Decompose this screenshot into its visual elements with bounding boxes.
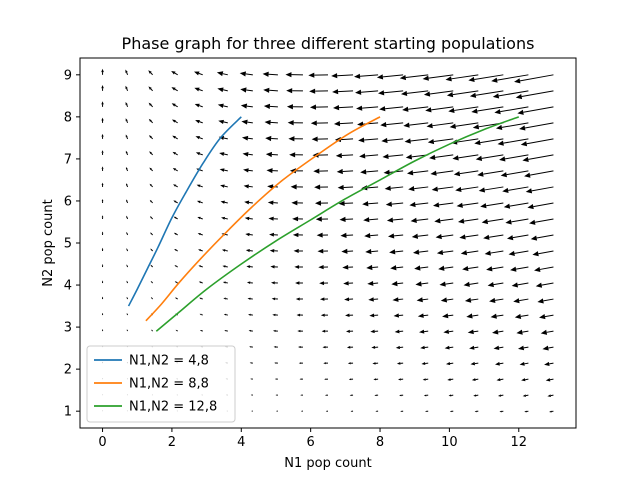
x-axis-label: N1 pop count bbox=[284, 456, 371, 471]
x-tick-label: 4 bbox=[237, 435, 245, 450]
chart-title: Phase graph for three different starting… bbox=[122, 34, 535, 53]
y-tick-label: 1 bbox=[64, 405, 72, 420]
y-tick-label: 5 bbox=[64, 237, 72, 252]
x-tick-label: 12 bbox=[510, 435, 527, 450]
y-tick-label: 4 bbox=[64, 279, 72, 294]
y-tick-label: 7 bbox=[64, 152, 72, 167]
legend-label: N1,N2 = 12,8 bbox=[129, 400, 217, 415]
legend-label: N1,N2 = 4,8 bbox=[129, 354, 209, 369]
x-tick-label: 6 bbox=[307, 435, 315, 450]
y-tick-label: 9 bbox=[64, 68, 72, 83]
x-tick-label: 0 bbox=[98, 435, 106, 450]
x-tick-label: 10 bbox=[441, 435, 458, 450]
x-tick-label: 2 bbox=[168, 435, 176, 450]
x-tick-label: 8 bbox=[376, 435, 384, 450]
y-tick-label: 6 bbox=[64, 194, 72, 209]
y-tick-label: 2 bbox=[64, 363, 72, 378]
legend: N1,N2 = 4,8 N1,N2 = 8,8 N1,N2 = 12,8 bbox=[87, 346, 235, 422]
y-tick-label: 8 bbox=[64, 110, 72, 125]
y-tick-label: 3 bbox=[64, 321, 72, 336]
legend-label: N1,N2 = 8,8 bbox=[129, 377, 209, 392]
y-axis-label: N2 pop count bbox=[41, 199, 56, 286]
